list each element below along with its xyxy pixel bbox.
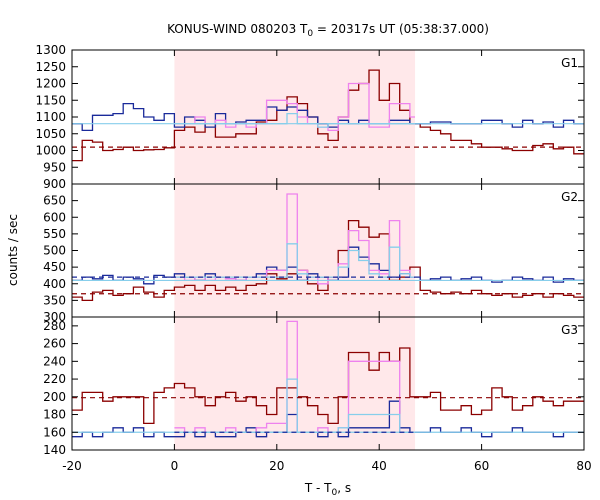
y-tick-label: 1150 (35, 93, 66, 107)
series-g1-2 (174, 82, 415, 132)
panel-g3: 140 160 180 200 220 240 260 280 G3 (43, 316, 585, 457)
y-tick-label: 1250 (35, 60, 66, 74)
y-tick-label: 900 (43, 177, 66, 191)
y-tick-label: 500 (43, 244, 66, 258)
panel-frame (71, 316, 585, 451)
y-tick-label: 950 (43, 160, 66, 174)
series-g2-2 (174, 193, 415, 285)
y-tick-label: 350 (43, 293, 66, 307)
panel-label: G2 (561, 190, 578, 204)
y-tick-label: 300 (43, 310, 66, 324)
chart-title: KONUS-WIND 080203 T0 = 20317s UT (05:38:… (167, 22, 489, 39)
highlight-band (174, 317, 416, 450)
x-axis-label: T - T0, s (304, 481, 351, 498)
y-tick-label: 240 (43, 354, 66, 368)
x-tick-label: 40 (372, 459, 387, 473)
highlight-band (174, 184, 416, 317)
y-tick-label: 600 (43, 210, 66, 224)
y-tick-label: 160 (43, 425, 66, 439)
y-tick-label: 650 (43, 194, 66, 208)
x-tick-label: -20 (62, 459, 82, 473)
series-g3-0 (72, 347, 584, 425)
x-tick-label: 60 (474, 459, 489, 473)
panels-group: 9009501000105011001150120012501300G13003… (35, 43, 591, 473)
y-tick-label: 280 (43, 319, 66, 333)
panel-g1: 900 950 1000 1050 1100 1150 1200 1250 1300 G1 (35, 43, 585, 191)
y-tick-label: 1200 (35, 77, 66, 91)
y-tick-label: 220 (43, 372, 66, 386)
highlight-band (174, 50, 416, 184)
y-tick-label: 550 (43, 227, 66, 241)
x-tick-label: 0 (171, 459, 179, 473)
panel-label: G1 (561, 56, 578, 70)
y-tick-label: 1000 (35, 144, 66, 158)
y-tick-label: 1050 (35, 127, 66, 141)
y-tick-label: 260 (43, 337, 66, 351)
y-tick-label: 450 (43, 260, 66, 274)
y-axis-label: counts / sec (6, 214, 20, 286)
y-tick-label: 1100 (35, 110, 66, 124)
y-tick-label: 140 (43, 443, 66, 457)
panel-label: G3 (561, 323, 578, 337)
y-tick-label: 400 (43, 277, 66, 291)
y-tick-label: 180 (43, 408, 66, 422)
y-tick-label: 1300 (35, 43, 66, 57)
x-tick-label: 80 (576, 459, 591, 473)
x-tick-label: 20 (269, 459, 284, 473)
panel-g2: 300 350 400 450 500 550 600 650 G2 (43, 183, 585, 324)
y-tick-label: 200 (43, 390, 66, 404)
